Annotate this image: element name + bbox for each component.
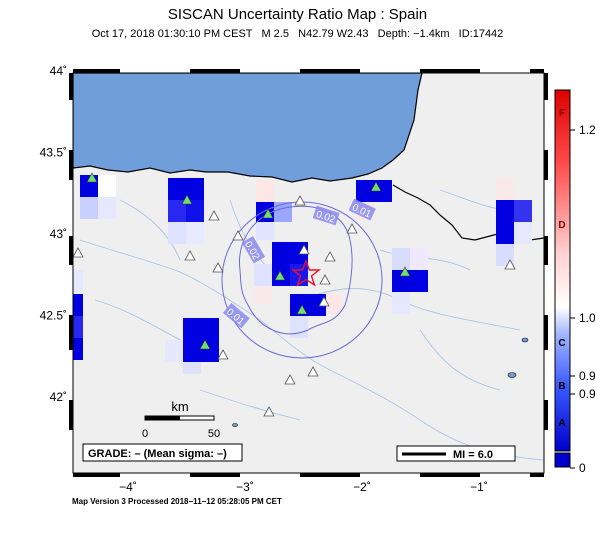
colorbar-letter: A (558, 418, 565, 429)
sea-area (73, 73, 423, 183)
grade-text: GRADE: – (Mean sigma: –) (88, 448, 227, 460)
lakes (232, 337, 529, 427)
stations (73, 172, 516, 417)
scale-bar: km 0 50 (142, 399, 220, 440)
colorbar-letter: C (558, 338, 565, 349)
y-tick-label: 42.5˚ (40, 309, 67, 323)
uncertainty-cells (73, 175, 532, 374)
scale-end: 50 (208, 428, 220, 440)
map-footer: Map Version 3 Processed 2018−11−12 05:28… (72, 497, 282, 506)
x-tick-labels: −4˚ −3˚ −2˚ −1˚ (119, 480, 488, 494)
scale-start: 0 (142, 428, 148, 440)
colorbar-value: 0 (579, 461, 586, 475)
colorbar-value: 0.9 (579, 387, 595, 401)
y-tick-label: 43.5˚ (40, 146, 67, 160)
x-tick-label: −2˚ (353, 480, 371, 494)
y-tick-label: 43˚ (50, 227, 67, 241)
colorbar-letter: F (559, 108, 565, 119)
x-tick-label: −1˚ (470, 480, 488, 494)
scale-unit: km (171, 399, 188, 414)
y-tick-label: 44˚ (50, 64, 67, 78)
mi-legend: MI = 6.0 (396, 445, 516, 462)
map-title: SISCAN Uncertainty Ratio Map : Spain (167, 6, 428, 23)
y-tick-labels: 44˚ 43.5˚ 43˚ 42.5˚ 42˚ (40, 64, 67, 404)
colorbar: F D C B A 1.2 1.0 0.9 0.9 0 (554, 89, 595, 475)
map-subtitle: Oct 17, 2018 01:30:10 PM CEST M 2.5 N42.… (91, 28, 504, 40)
mi-legend-text: MI = 6.0 (453, 449, 493, 461)
colorbar-value: 1.0 (579, 311, 595, 325)
colorbar-value: 1.2 (579, 123, 595, 137)
y-tick-label: 42˚ (50, 390, 67, 404)
grade-box: GRADE: – (Mean sigma: –) (82, 443, 243, 462)
colorbar-value: 0.9 (579, 369, 595, 383)
frame-ticks (69, 69, 548, 477)
colorbar-letter: D (558, 220, 565, 231)
x-tick-label: −3˚ (236, 480, 254, 494)
epicenter-star-icon (291, 259, 321, 287)
x-tick-label: −4˚ (119, 480, 137, 494)
colorbar-letter: B (558, 381, 565, 392)
